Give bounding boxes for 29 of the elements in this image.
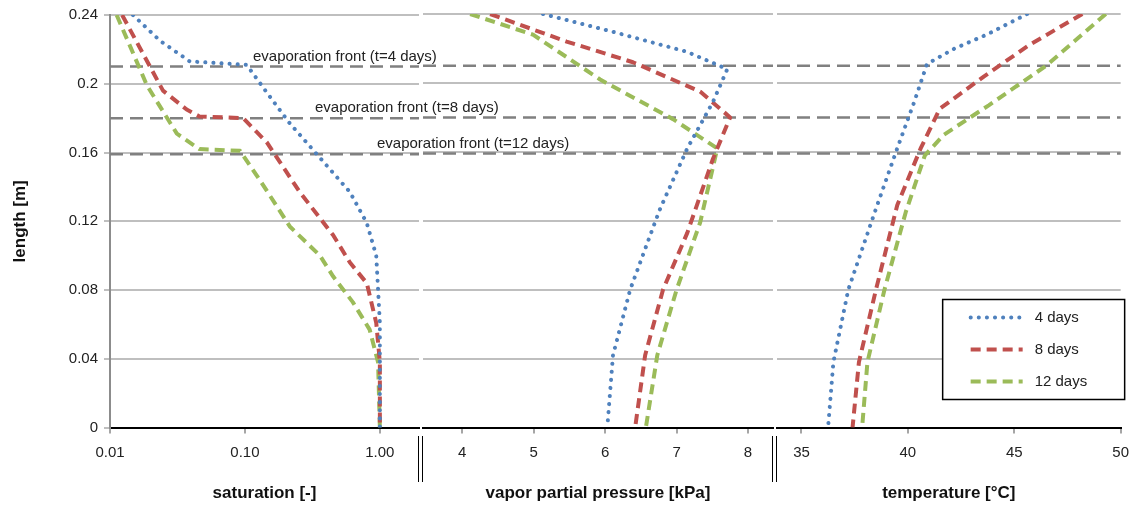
y-tick-label: 0.04	[68, 348, 98, 366]
x-tick-label: 8	[743, 442, 753, 460]
y-tick-label: 0.2	[77, 73, 98, 91]
x-tick-label: 5	[529, 442, 538, 460]
legend-label: 4 days	[1034, 307, 1079, 325]
x-tick-label: 35	[793, 442, 810, 460]
x-tick-label: 7	[672, 442, 681, 460]
annotation: evaporation front (t=12 days)	[374, 134, 573, 152]
legend-label: 12 days	[1034, 371, 1088, 389]
legend-label: 8 days	[1034, 339, 1079, 357]
y-tick-label: 0.16	[68, 142, 98, 160]
y-tick-label: 0.12	[68, 211, 98, 229]
annotation: evaporation front (t=8 days)	[312, 98, 502, 116]
x-axis-title: vapor partial pressure [kPa]	[485, 483, 711, 503]
x-axis-title: saturation [-]	[212, 483, 317, 503]
x-tick-label: 4	[458, 442, 467, 460]
y-axis-title: length [m]	[9, 180, 29, 263]
y-tick-label: 0.24	[68, 5, 98, 23]
y-tick-label: 0	[89, 417, 98, 435]
annotation: evaporation front (t=4 days)	[250, 46, 440, 64]
x-tick-label: 1.00	[365, 442, 395, 460]
x-tick-label: 40	[899, 442, 917, 460]
x-tick-label: 45	[1005, 442, 1023, 460]
x-tick-label: 6	[600, 442, 610, 460]
x-tick-label: 0.10	[230, 442, 260, 460]
x-axis-title: temperature [°C]	[882, 483, 1016, 503]
y-tick-label: 0.08	[68, 280, 98, 298]
x-tick-label: 50	[1112, 442, 1129, 460]
x-tick-label: 0.01	[95, 442, 125, 460]
